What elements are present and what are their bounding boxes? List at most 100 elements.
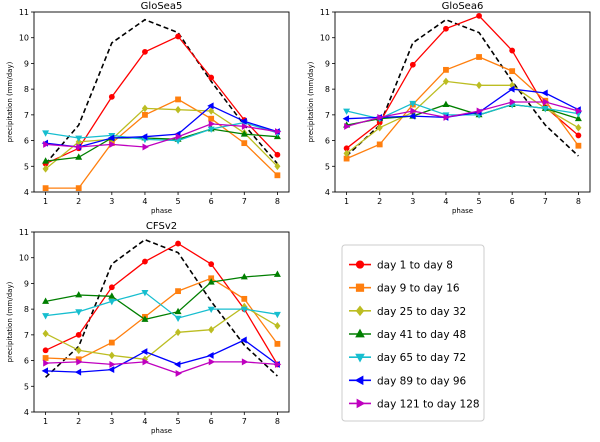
x-tick-label: 4 — [142, 417, 147, 426]
data-point-d9 — [208, 115, 215, 122]
data-point-d65 — [409, 100, 417, 108]
x-tick-label: 5 — [176, 417, 181, 426]
plot-frame — [33, 231, 290, 413]
series-line-d1 — [45, 35, 278, 165]
data-point-d1 — [142, 48, 148, 55]
legend-label: day 1 to day 8 — [377, 260, 453, 272]
y-tick-label: 5 — [325, 162, 330, 171]
data-point-d121 — [175, 369, 182, 377]
legend-label: day 9 to day 16 — [377, 283, 460, 295]
data-point-d1 — [175, 33, 181, 40]
data-point-d25 — [208, 325, 215, 334]
x-tick-label: 7 — [242, 197, 247, 206]
y-tick-label: 11 — [19, 228, 29, 237]
data-point-d9 — [376, 141, 383, 148]
legend-frame — [341, 244, 485, 422]
series-line-d121 — [346, 101, 579, 128]
y-tick-label: 11 — [19, 8, 29, 17]
x-tick-label: 2 — [377, 197, 382, 206]
x-tick-label: 4 — [142, 197, 147, 206]
x-tick-label: 4 — [443, 197, 448, 206]
data-point-d121 — [43, 140, 50, 148]
x-tick-label: 6 — [209, 197, 214, 206]
data-point-d89 — [240, 117, 247, 125]
data-point-d25 — [175, 328, 182, 337]
data-point-d89 — [141, 348, 148, 356]
x-tick-label: 3 — [410, 197, 415, 206]
data-point-d1 — [476, 12, 482, 19]
plot-frame — [334, 11, 591, 193]
y-tick-label: 9 — [325, 59, 330, 68]
data-point-d9 — [42, 185, 49, 192]
legend-label: day 65 to day 72 — [377, 352, 466, 364]
series-line-d9 — [346, 56, 579, 160]
data-point-d25 — [442, 77, 449, 86]
data-point-d41 — [75, 153, 83, 160]
data-point-d121 — [175, 133, 182, 141]
y-tick-label: 10 — [19, 34, 29, 43]
series-line-d41 — [45, 273, 278, 321]
data-point-d41 — [574, 114, 582, 122]
data-point-d1 — [575, 132, 582, 139]
data-point-d65 — [42, 313, 50, 320]
data-point-d121 — [142, 358, 149, 366]
data-point-d41 — [442, 100, 450, 107]
data-point-d25 — [108, 351, 115, 360]
data-point-d9 — [142, 111, 148, 118]
data-point-d9 — [75, 185, 82, 192]
data-point-d121 — [208, 358, 216, 366]
legend-marker-d41 — [355, 328, 365, 338]
data-point-d1 — [443, 25, 449, 32]
data-point-d25 — [343, 149, 350, 158]
data-point-d89 — [41, 367, 49, 375]
x-tick-label: 5 — [176, 197, 181, 206]
data-point-d89 — [240, 336, 247, 344]
data-point-d65 — [42, 130, 50, 137]
data-point-d1 — [142, 258, 148, 265]
y-tick-label: 10 — [19, 254, 29, 263]
data-point-d9 — [274, 340, 281, 347]
data-point-d1 — [208, 261, 215, 268]
x-tick-label: 7 — [543, 197, 548, 206]
data-point-d41 — [141, 315, 149, 322]
x-tick-label: 1 — [43, 417, 48, 426]
data-point-d121 — [509, 98, 517, 106]
data-point-d65 — [141, 290, 149, 297]
y-tick-label: 8 — [24, 305, 29, 314]
data-point-d121 — [142, 143, 149, 151]
x-tick-label: 8 — [275, 417, 280, 426]
data-point-d121 — [208, 120, 216, 128]
y-tick-label: 10 — [320, 34, 330, 43]
x-tick-label: 1 — [43, 197, 48, 206]
legend: day 1 to day 8 day 9 to day 16 day 25 to d… — [341, 244, 485, 422]
data-point-d89 — [541, 89, 548, 97]
data-point-d25 — [575, 123, 582, 132]
y-tick-label: 4 — [24, 408, 29, 417]
series-line-obs — [44, 18, 279, 165]
data-point-d121 — [410, 107, 417, 115]
data-point-d89 — [141, 133, 148, 141]
data-point-d9 — [175, 288, 181, 295]
series-line-d89 — [45, 105, 278, 148]
data-point-d121 — [377, 113, 384, 121]
plot-frame — [33, 11, 290, 193]
y-axis-label: precipitation (mm/day) — [6, 281, 14, 362]
data-point-d25 — [274, 162, 281, 171]
chart-title: GloSea6 — [442, 1, 484, 12]
data-point-d9 — [241, 295, 248, 302]
data-point-d89 — [107, 366, 115, 374]
data-point-d121 — [109, 360, 116, 368]
data-point-d121 — [76, 358, 83, 366]
data-point-d9 — [175, 96, 181, 103]
data-point-d9 — [443, 66, 449, 73]
data-point-d1 — [75, 331, 82, 338]
y-tick-label: 7 — [24, 111, 29, 120]
data-point-d65 — [75, 309, 83, 316]
data-point-d65 — [108, 299, 116, 306]
y-tick-label: 4 — [325, 188, 330, 197]
data-point-d121 — [344, 122, 351, 130]
data-point-d1 — [108, 93, 115, 100]
